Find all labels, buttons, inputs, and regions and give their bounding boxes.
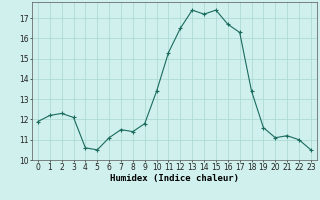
X-axis label: Humidex (Indice chaleur): Humidex (Indice chaleur) <box>110 174 239 183</box>
